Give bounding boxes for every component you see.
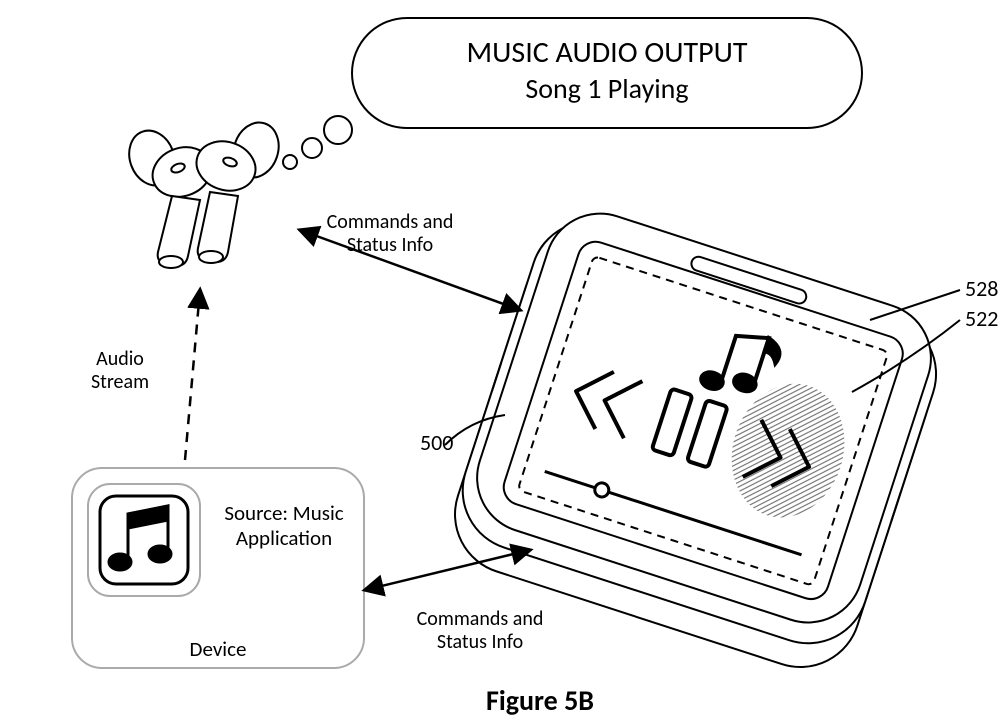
device-source-line1: Source: Music: [224, 500, 343, 526]
leader-500: 500: [420, 429, 453, 456]
figure-caption: Figure 5B: [486, 683, 594, 718]
bubble-line2: Song 1 Playing: [525, 71, 688, 106]
cmd-upper-label-2: Status Info: [347, 233, 433, 257]
figure-5b-diagram: MUSIC AUDIO OUTPUT Song 1 Playing: [0, 0, 1008, 723]
audio-stream-arrow: [185, 290, 200, 460]
leader-522: 522: [965, 305, 998, 332]
cmd-lower-label-2: Status Info: [437, 630, 523, 654]
leader-528: 528: [965, 275, 998, 302]
cmd-upper-label-1: Commands and: [327, 210, 454, 234]
thought-bubble: MUSIC AUDIO OUTPUT Song 1 Playing: [283, 18, 862, 169]
earbud-right: [190, 117, 286, 263]
bubble-line1: MUSIC AUDIO OUTPUT: [467, 34, 748, 71]
cmd-lower-label-1: Commands and: [417, 607, 544, 631]
device-source-line2: Application: [236, 525, 332, 551]
audio-stream-label-2: Stream: [91, 370, 149, 394]
audio-stream-label-1: Audio: [96, 347, 144, 371]
source-device-panel: Source: Music Application Device: [72, 468, 364, 668]
device-footer: Device: [190, 636, 247, 662]
earbuds: [122, 117, 286, 268]
